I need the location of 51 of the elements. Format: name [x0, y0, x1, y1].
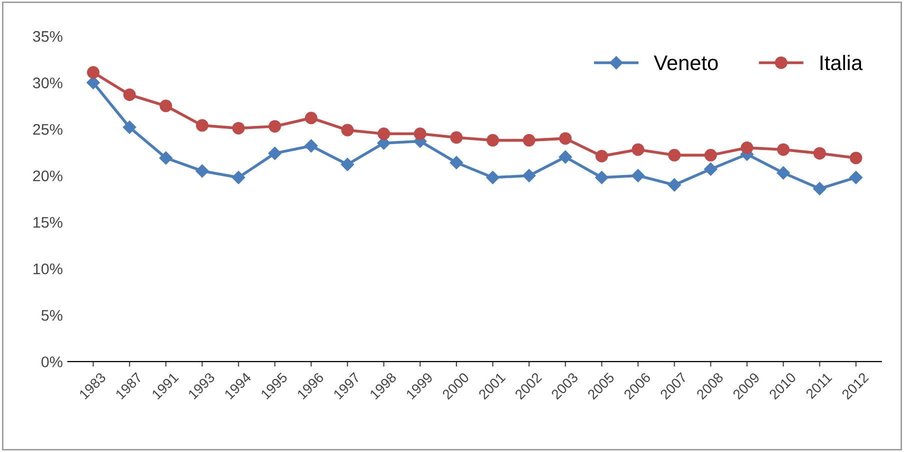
y-tick-label: 30% — [32, 78, 62, 88]
point — [850, 152, 862, 164]
y-tick-label: 20% — [33, 170, 62, 182]
point — [123, 88, 136, 101]
point — [486, 170, 500, 184]
point — [341, 124, 354, 136]
point — [378, 128, 390, 140]
point — [522, 134, 536, 147]
point — [632, 143, 644, 156]
point — [740, 141, 754, 154]
point — [414, 128, 426, 140]
point — [704, 162, 718, 176]
point — [232, 170, 246, 184]
point — [813, 147, 826, 160]
y-tick-label: 25% — [33, 124, 62, 135]
point — [196, 119, 208, 132]
point — [304, 139, 318, 152]
point — [160, 100, 172, 112]
point — [522, 169, 536, 182]
point — [776, 166, 790, 180]
point — [777, 143, 790, 156]
y-tick-label: 10% — [34, 263, 62, 274]
point — [450, 156, 464, 170]
point — [631, 169, 645, 182]
point — [849, 170, 863, 184]
point — [304, 112, 318, 124]
point — [340, 158, 354, 172]
point — [86, 76, 100, 90]
point — [232, 122, 245, 134]
point — [704, 148, 717, 162]
point — [268, 120, 282, 133]
point — [486, 134, 500, 147]
point — [668, 178, 681, 192]
point — [559, 132, 572, 145]
y-tick-label: 0% — [41, 356, 62, 368]
legend-label: Italia — [820, 54, 863, 70]
point — [268, 146, 282, 160]
point — [595, 170, 608, 184]
y-tick-label: 5% — [41, 310, 62, 321]
point — [86, 66, 100, 79]
y-tick-label: 15% — [34, 217, 62, 228]
point — [122, 120, 136, 134]
point — [450, 131, 463, 144]
y-tick-label: 35% — [32, 31, 62, 42]
point — [196, 164, 209, 178]
point — [159, 151, 172, 165]
point — [595, 150, 608, 162]
point — [558, 150, 572, 164]
point — [813, 182, 826, 196]
legend-label: Veneto — [654, 56, 718, 70]
point — [668, 148, 681, 162]
